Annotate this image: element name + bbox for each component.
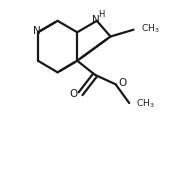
- Text: N: N: [33, 26, 40, 36]
- Text: O: O: [70, 89, 78, 99]
- Text: CH$_3$: CH$_3$: [141, 22, 159, 35]
- Text: O: O: [119, 78, 127, 88]
- Text: N: N: [93, 15, 100, 25]
- Text: H: H: [98, 10, 105, 19]
- Text: CH$_3$: CH$_3$: [136, 97, 155, 110]
